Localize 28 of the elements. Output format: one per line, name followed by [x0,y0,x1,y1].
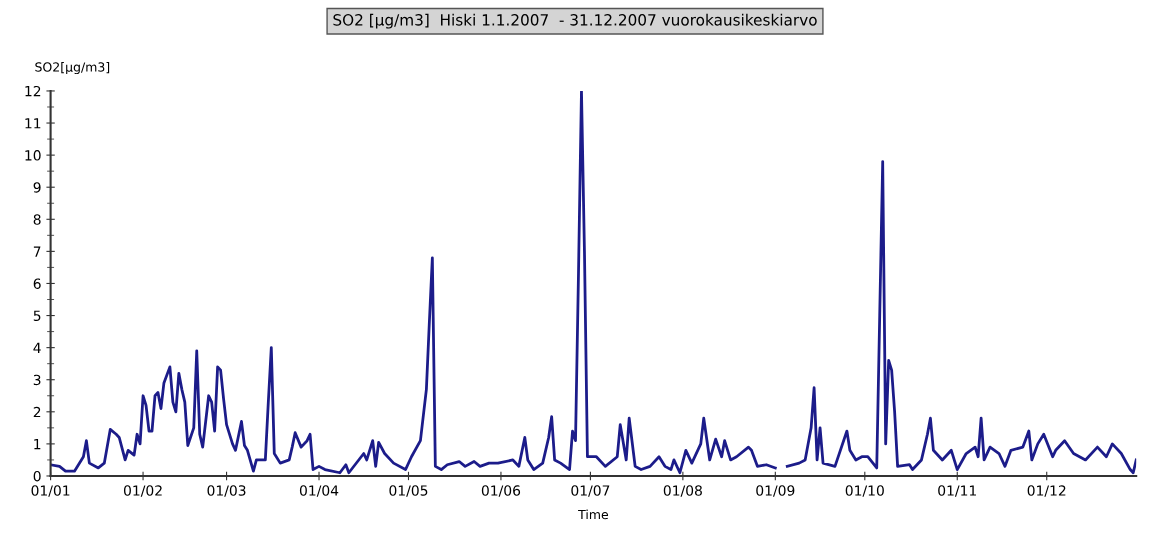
x-tick-label: 01/09 [756,485,795,497]
y-tick-label: 6 [33,278,41,289]
x-tick-label: 01/03 [207,485,246,497]
x-tick-label: 01/04 [299,485,339,497]
y-tick-label: 4 [33,342,41,353]
y-tick-label: 2 [33,406,41,418]
x-tick-label: 01/01 [31,485,70,497]
x-tick-label: 01/06 [481,485,521,497]
y-tick-label: 10 [25,150,41,161]
x-tick-label: 01/08 [663,485,702,497]
x-tick-label: 01/05 [389,485,428,497]
y-tick-label: 12 [25,85,41,97]
x-tick-label: 01/07 [571,485,610,497]
x-tick-label: 01/12 [1027,485,1066,497]
y-tick-label: 0 [33,470,41,482]
y-tick-label: 9 [33,182,41,193]
y-tick-label: 7 [33,246,41,257]
x-tick-label: 01/11 [938,485,976,497]
y-tick-label: 3 [33,374,41,386]
x-tick-label: 01/02 [123,485,162,497]
y-tick-label: 8 [33,214,41,225]
y-tick-label: 1 [34,439,41,450]
x-tick-label: 01/10 [845,485,884,497]
x-axis-title: Time [578,509,609,520]
chart-title: SO2 [µg/m3] Hiski 1.1.2007 - 31.12.2007 vuorokausikeskiarvo [333,13,817,29]
y-tick-label: 5 [33,310,41,322]
y-axis-title: SO2[µg/m3] [35,62,110,75]
y-tick-label: 11 [25,118,41,129]
